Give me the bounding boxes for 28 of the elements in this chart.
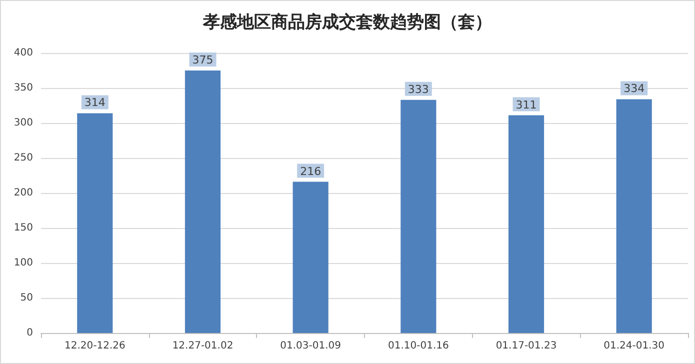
data-label: 375 xyxy=(192,54,214,66)
y-tick-label: 150 xyxy=(14,222,33,234)
y-tick-label: 300 xyxy=(14,118,33,128)
y-tick-label: 250 xyxy=(14,152,33,164)
data-label: 314 xyxy=(84,96,106,110)
bar xyxy=(77,113,113,333)
bar xyxy=(508,115,544,333)
x-tick-label: 12.20-12.26 xyxy=(64,340,126,352)
data-label: 311 xyxy=(516,98,537,112)
x-tick-label: 01.03-01.09 xyxy=(280,340,342,352)
bar xyxy=(292,182,328,333)
chart-title: 孝感地区商品房成交套数趋势图（套） xyxy=(202,12,492,32)
x-tick-label: 12.27-01.02 xyxy=(172,340,234,352)
y-tick-label: 350 xyxy=(14,82,33,94)
data-label: 216 xyxy=(300,164,322,178)
x-tick-label: 01.24-01.30 xyxy=(604,340,665,352)
bar xyxy=(184,70,221,333)
y-tick-label: 200 xyxy=(14,188,33,198)
y-tick-label: 400 xyxy=(14,48,33,58)
data-label: 333 xyxy=(408,82,429,96)
data-label: 334 xyxy=(624,82,645,96)
y-tick-label: 0 xyxy=(26,328,33,338)
bar xyxy=(400,100,436,333)
x-tick-label: 01.17-01.23 xyxy=(496,340,557,352)
x-tick-label: 01.10-01.16 xyxy=(388,340,449,352)
bar xyxy=(616,99,652,333)
y-tick-label: 100 xyxy=(14,258,33,268)
y-tick-label: 50 xyxy=(20,292,33,304)
